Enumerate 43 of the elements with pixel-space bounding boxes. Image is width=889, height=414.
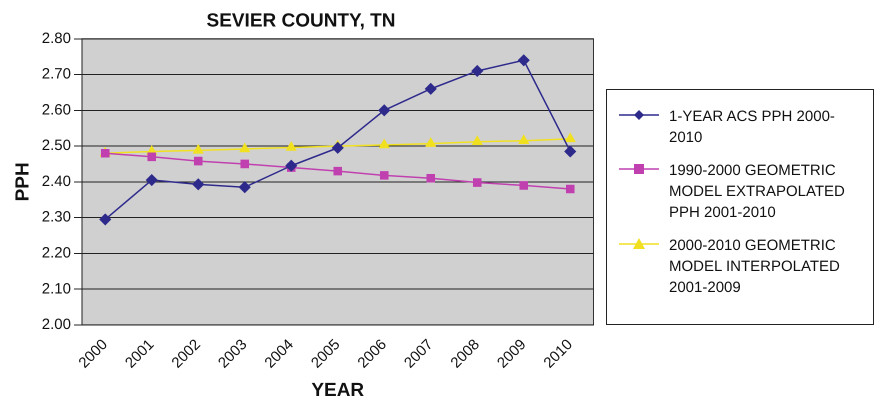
point [426, 138, 436, 147]
point [240, 143, 250, 152]
point [286, 142, 296, 151]
point [564, 146, 576, 158]
point [285, 160, 297, 172]
y-tick-label: 2.70 [42, 66, 71, 83]
y-tick-label: 2.40 [42, 172, 71, 190]
y-axis-title: PPH [12, 162, 34, 202]
y-tick-label: 2.00 [42, 316, 71, 334]
legend-label: 2000-2010 GEOMETRIC MODEL INTERPOLATED 2001-2009 [669, 236, 841, 298]
y-tick-label: 2.80 [42, 30, 71, 47]
point [99, 214, 111, 226]
point [379, 139, 390, 148]
y-tick-label: 2.60 [42, 101, 71, 118]
y-tick-label: 2.30 [42, 208, 71, 226]
y-tick-label: 2.10 [42, 280, 71, 298]
point [566, 184, 575, 194]
point [147, 152, 156, 162]
point [238, 181, 250, 193]
point [378, 104, 390, 116]
y-tick-label: 2.50 [42, 137, 71, 154]
point [146, 174, 158, 186]
point [240, 160, 250, 168]
legend-label: 1-YEAR ACS PPH 2000-2010 [669, 107, 836, 148]
point [472, 136, 482, 146]
point [519, 181, 528, 190]
point [332, 142, 344, 154]
legend-label: 1990-2000 GEOMETRIC MODEL EXTRAPOLATED PPH 2001-2010 [669, 161, 846, 223]
point [193, 144, 204, 154]
point [426, 174, 436, 183]
point [518, 54, 530, 66]
x-axis-title: YEAR [311, 380, 364, 401]
point [472, 65, 483, 77]
point [333, 166, 342, 176]
point [518, 134, 529, 144]
point [194, 156, 203, 166]
point [380, 171, 389, 180]
chart-title: SEVIER COUNTY, TN [206, 10, 396, 32]
point [472, 178, 482, 187]
point [565, 133, 576, 142]
point [192, 178, 204, 190]
y-tick-label: 2.20 [42, 244, 71, 262]
point [425, 83, 436, 95]
